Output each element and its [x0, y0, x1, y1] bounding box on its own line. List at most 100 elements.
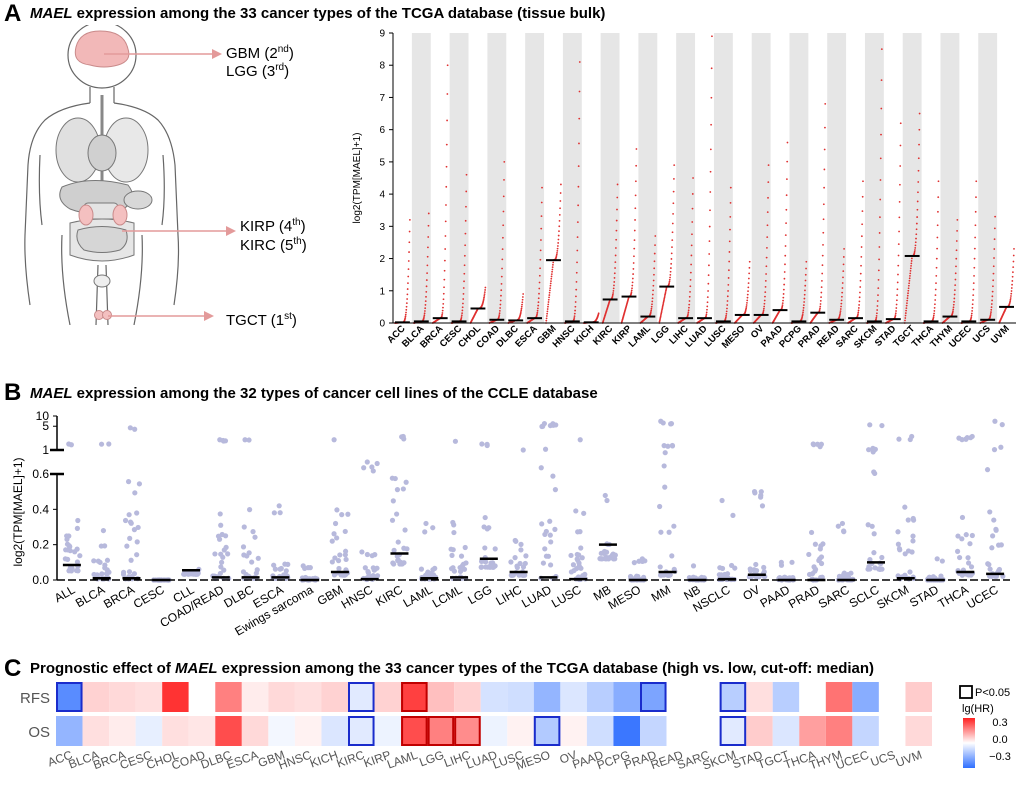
data-point — [483, 559, 489, 565]
data-point — [131, 571, 138, 577]
data-point — [859, 291, 861, 294]
data-point — [897, 264, 900, 267]
data-point — [907, 569, 913, 575]
heatmap-cell — [454, 682, 481, 712]
data-point — [498, 315, 500, 318]
data-point — [631, 281, 634, 284]
data-point — [987, 566, 993, 572]
data-point — [661, 463, 667, 469]
data-point — [729, 228, 731, 231]
significance-box — [719, 682, 747, 712]
data-point — [959, 572, 965, 578]
data-point — [220, 437, 226, 444]
data-point — [761, 564, 767, 571]
data-point — [808, 529, 815, 536]
data-point — [102, 565, 108, 571]
data-point — [501, 258, 504, 261]
data-point — [128, 557, 134, 563]
data-point — [953, 300, 955, 303]
data-point — [536, 311, 539, 314]
data-point — [492, 546, 498, 552]
data-point — [331, 531, 337, 537]
data-point — [935, 282, 937, 284]
y-tick-label: 8 — [379, 61, 385, 72]
y-axis-label: log2(TPM[MAEL]+1) — [11, 457, 25, 566]
data-point — [369, 553, 375, 559]
data-point — [652, 279, 655, 282]
data-point — [650, 305, 653, 308]
data-point — [705, 314, 708, 317]
heatmap-cell — [666, 682, 694, 712]
data-point — [545, 315, 548, 317]
label-gbm: GBM (2nd) — [226, 44, 294, 62]
data-point — [520, 310, 522, 313]
data-point — [993, 526, 999, 532]
data-point — [217, 570, 223, 577]
data-point — [613, 281, 616, 283]
data-point — [858, 300, 861, 303]
data-point — [871, 531, 877, 537]
data-point — [550, 277, 553, 280]
data-point — [502, 236, 504, 239]
data-point — [615, 238, 618, 241]
data-point — [66, 533, 72, 539]
data-point — [463, 254, 466, 257]
data-point — [992, 272, 995, 275]
data-point — [956, 229, 958, 232]
data-point — [747, 286, 750, 289]
data-point — [241, 524, 247, 530]
data-point — [664, 293, 666, 296]
data-point — [652, 284, 655, 287]
data-point — [802, 311, 804, 314]
data-point — [335, 558, 342, 564]
data-point — [1012, 266, 1015, 268]
data-point — [687, 309, 690, 312]
y-tick-label: 1 — [379, 286, 385, 297]
data-point — [423, 315, 425, 318]
data-point — [709, 209, 711, 212]
data-point — [597, 312, 600, 315]
data-point — [664, 292, 667, 295]
data-point — [444, 248, 447, 250]
heatmap-cell — [560, 682, 587, 712]
data-point — [424, 310, 426, 312]
data-point — [718, 572, 724, 578]
data-point — [503, 160, 506, 163]
data-point — [804, 289, 806, 292]
data-point — [968, 564, 975, 570]
column-shade — [600, 33, 620, 323]
data-point — [937, 196, 940, 199]
heatmap-cell — [719, 682, 747, 712]
data-point — [762, 310, 765, 313]
column-shade — [751, 33, 771, 323]
data-point — [904, 314, 907, 317]
heatmap-cell — [348, 716, 375, 746]
data-point — [556, 250, 559, 252]
data-point — [898, 216, 901, 219]
data-point — [614, 247, 617, 249]
data-point — [899, 122, 902, 125]
heatmap-cell — [533, 716, 561, 746]
x-tick-label: MM — [649, 582, 673, 604]
data-point — [132, 490, 138, 496]
data-point — [992, 265, 995, 268]
data-point — [555, 254, 558, 257]
data-point — [746, 299, 749, 302]
data-point — [689, 285, 692, 288]
data-point — [725, 314, 728, 317]
data-point — [937, 180, 940, 183]
data-point — [223, 544, 229, 550]
heatmap-cell — [640, 682, 667, 712]
data-point — [916, 208, 919, 211]
data-point — [449, 552, 455, 558]
data-point — [690, 244, 693, 247]
data-point — [652, 289, 654, 292]
data-point — [991, 517, 997, 523]
data-point — [803, 301, 806, 303]
data-point — [217, 511, 223, 517]
data-point — [612, 287, 615, 290]
data-point — [669, 442, 675, 449]
data-point — [630, 289, 633, 292]
data-point — [860, 255, 863, 258]
data-point — [632, 262, 635, 264]
